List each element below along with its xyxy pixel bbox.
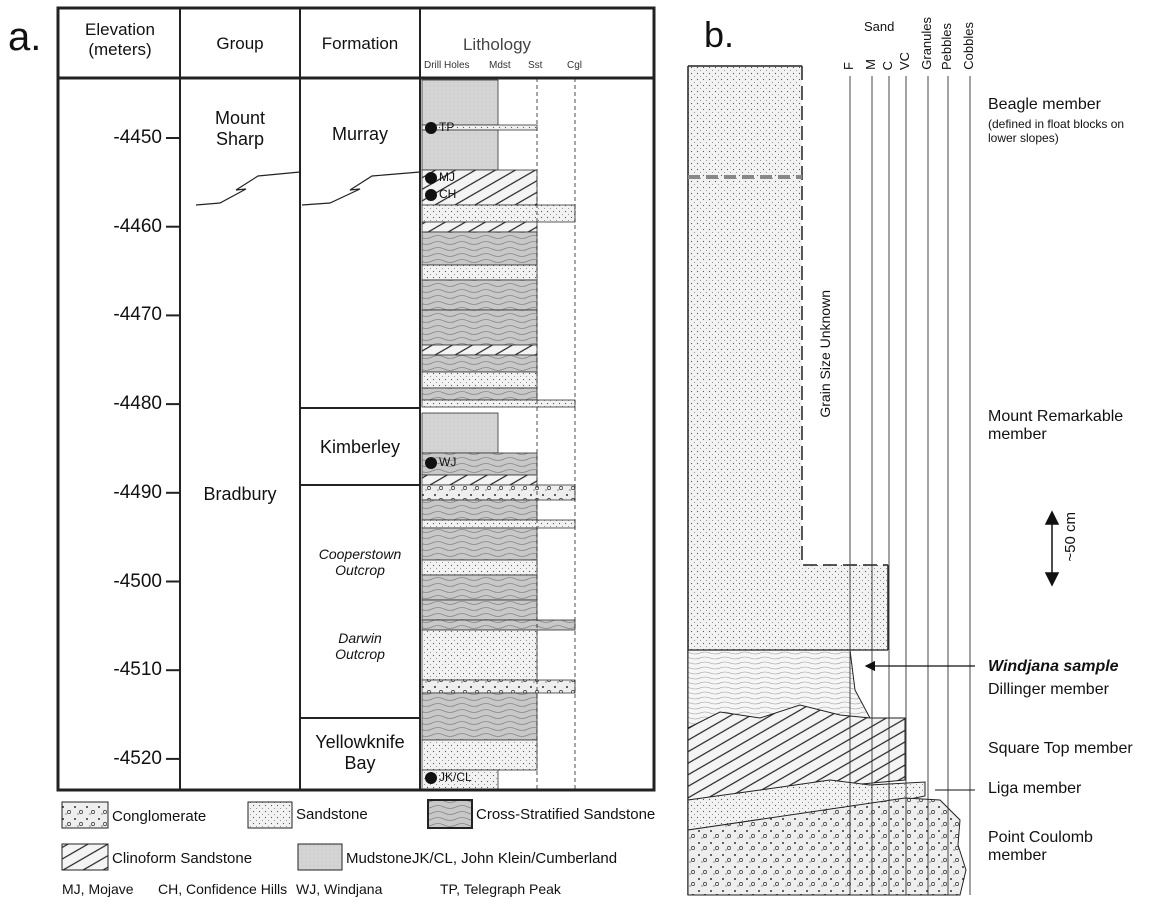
tick-label: -4480	[113, 393, 162, 415]
drill-hole	[425, 172, 437, 184]
member: Mount Remarkable member	[988, 408, 1124, 444]
lith-col: Cgl	[567, 60, 583, 71]
drill-hole-label: WJ	[439, 455, 457, 469]
drill-hole	[425, 457, 437, 469]
lith-col: Sst	[528, 60, 543, 71]
drill-hole-label: MJ	[439, 170, 455, 184]
bed	[421, 692, 538, 741]
bed	[421, 412, 499, 454]
legend-label: Clinoform Sandstone	[112, 850, 253, 867]
bed	[421, 387, 538, 401]
bed	[421, 371, 538, 389]
formation: Murray	[331, 124, 388, 144]
panel-b-column	[687, 65, 967, 896]
formation: Kimberley	[319, 437, 401, 457]
bed	[421, 484, 576, 501]
bed	[421, 399, 576, 408]
grain-size-header: Sand	[864, 19, 895, 34]
bed	[421, 204, 576, 223]
bed	[421, 279, 538, 311]
drill-hole-label: JK/CL	[439, 770, 472, 784]
scale-label: ~50 cm	[1062, 512, 1079, 562]
tick-label: -4450	[113, 127, 162, 148]
bed	[421, 739, 538, 771]
grain-size: Pebbles	[939, 23, 954, 70]
legend-label: Mudstone	[346, 850, 412, 867]
group: Bradbury	[203, 484, 277, 504]
bed	[421, 619, 576, 631]
tick-label: -4490	[113, 481, 162, 503]
bed	[421, 354, 538, 373]
drill-hole-label: CH	[439, 187, 457, 201]
grain-size: VC	[897, 51, 912, 70]
legend-label: WJ, Windjana	[296, 881, 383, 897]
bed	[421, 129, 499, 171]
legend-label: Cross-Stratified Sandstone	[476, 806, 656, 823]
bed	[421, 527, 538, 561]
header: Group	[216, 34, 264, 53]
panel-label: a.	[8, 15, 42, 59]
formation: Cooperstown Outcrop	[318, 546, 402, 579]
drill-hole	[425, 189, 437, 201]
unknown-label: Grain Size Unknown	[817, 290, 833, 418]
group: Mount Sharp	[214, 108, 266, 149]
bed	[421, 679, 576, 694]
grain-size-lines	[849, 76, 971, 895]
legend-label: JK/CL, John Klein/Cumberland	[412, 850, 618, 867]
header: Lithology	[462, 35, 532, 54]
grain-size: F	[841, 62, 856, 70]
bed	[421, 169, 538, 206]
tick-label: -4460	[113, 215, 162, 237]
sample-label: Windjana sample	[988, 658, 1119, 675]
scale-bar	[1044, 510, 1060, 587]
legend-label: MJ, Mojave	[62, 881, 134, 897]
member: Liga member	[988, 780, 1082, 797]
grain-size: M	[863, 59, 878, 70]
bed	[421, 629, 538, 681]
member: Dillinger member	[988, 681, 1109, 698]
formation: Darwin Outcrop	[335, 630, 385, 663]
header: Elevation (meters)	[85, 20, 155, 59]
legend-label: CH, Confidence Hills	[158, 881, 288, 897]
bed	[421, 221, 538, 233]
grain-size: Cobbles	[961, 22, 976, 70]
bed	[421, 264, 538, 281]
grain-size: Granules	[919, 17, 934, 70]
legend-label: Sandstone	[296, 806, 368, 823]
legend-label: TP, Telegraph Peak	[440, 881, 561, 897]
bed	[421, 231, 538, 266]
formation: Yellowknife Bay	[315, 732, 405, 773]
legend-swatches	[61, 799, 473, 871]
bed	[421, 499, 538, 521]
grain-size: C	[880, 60, 895, 70]
bed	[421, 309, 538, 346]
tick-label: -4510	[113, 659, 162, 681]
tick-label: -4470	[113, 304, 162, 326]
lith-col: Mdst	[489, 60, 511, 71]
bed	[421, 344, 538, 356]
header: Formation	[321, 34, 399, 53]
drill-hole-label: TP	[439, 120, 455, 134]
bed	[421, 79, 499, 126]
tick-label: -4500	[113, 570, 162, 592]
tick-label: -4520	[113, 747, 162, 769]
bed	[421, 519, 576, 529]
bed	[421, 574, 538, 601]
member-note: (defined in float blocks on lower slopes…	[988, 117, 1125, 145]
member: Square Top member	[988, 740, 1133, 757]
bed	[421, 599, 538, 621]
bed	[421, 559, 538, 576]
member: Point Coulomb member	[988, 829, 1093, 865]
drill-hole	[425, 122, 437, 134]
member: Beagle member	[988, 96, 1101, 113]
bed	[421, 474, 538, 486]
lith-col: Drill Holes	[424, 60, 470, 71]
legend-label: Conglomerate	[112, 808, 207, 825]
panel-label: b.	[704, 14, 735, 55]
drill-hole	[425, 772, 437, 784]
